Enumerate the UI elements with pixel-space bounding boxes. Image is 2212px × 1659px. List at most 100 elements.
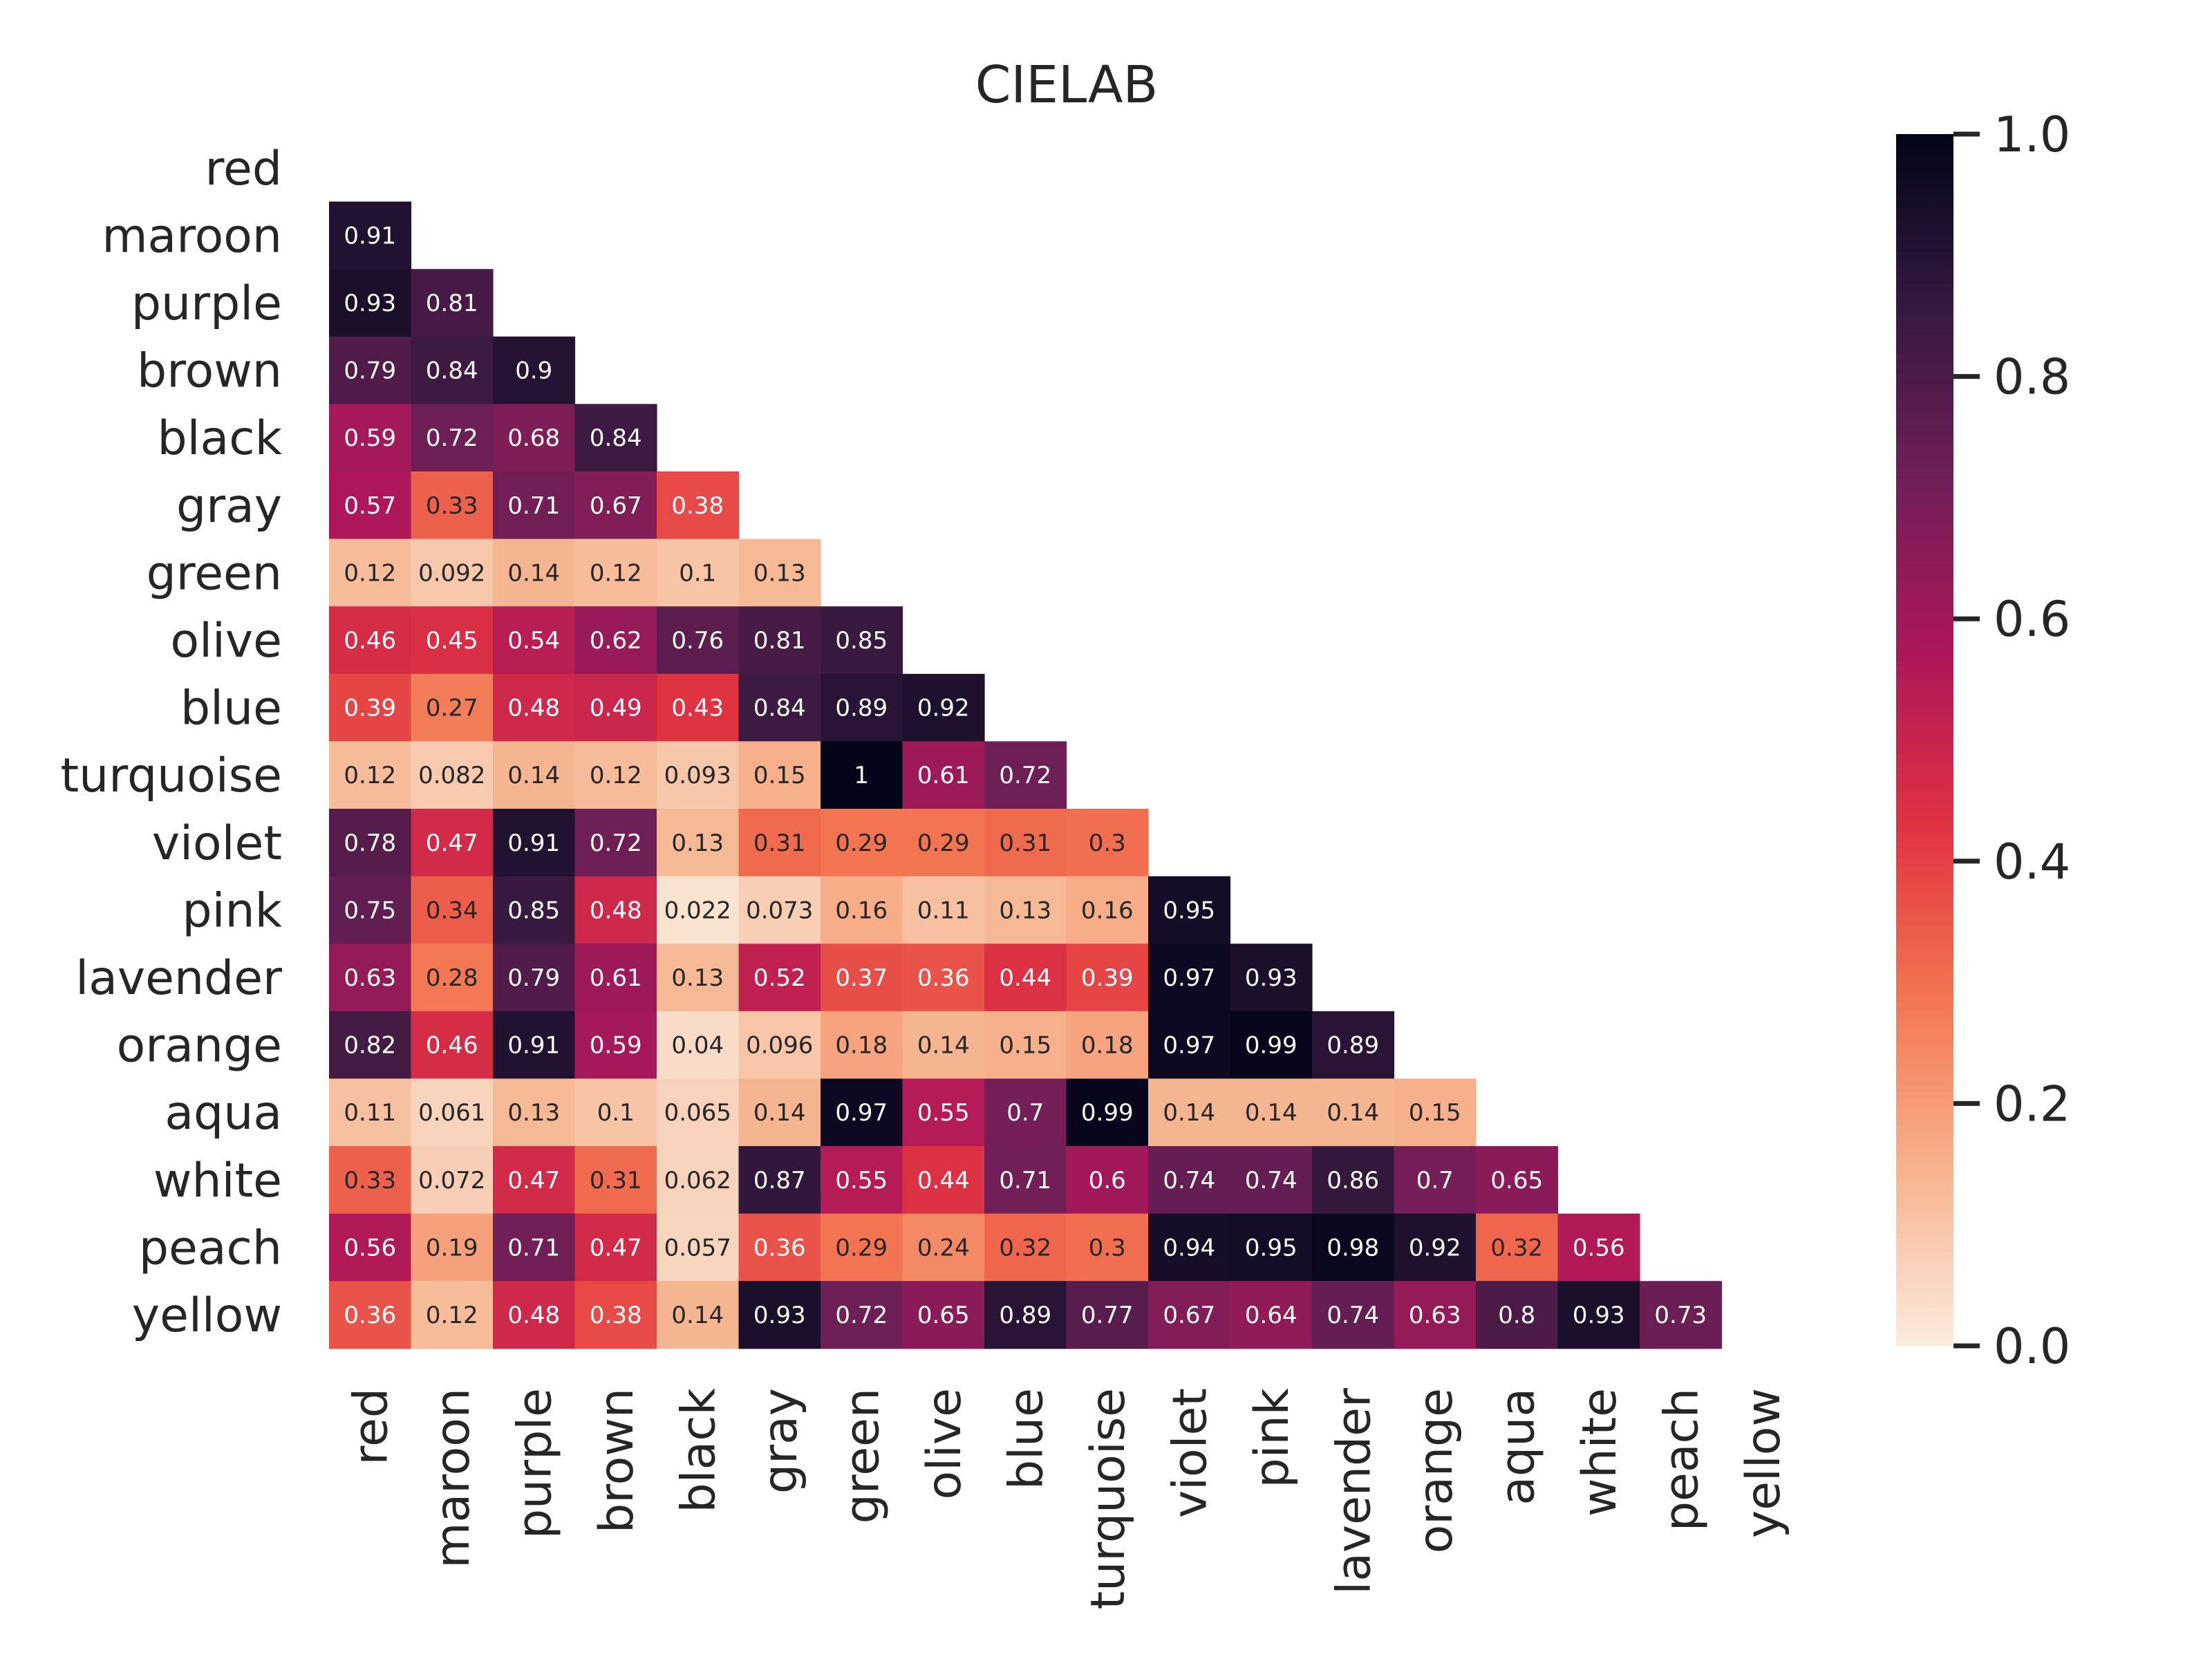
cell-value-peach-violet: 0.94 <box>1163 1234 1215 1262</box>
cell-turquoise-black <box>657 741 740 809</box>
cell-white-purple <box>493 1146 576 1215</box>
cell-green-brown <box>574 538 657 607</box>
cell-blue-black <box>657 673 740 742</box>
cell-black-brown <box>574 404 657 472</box>
y-label-pink: pink <box>182 883 282 938</box>
colorbar-tick-label-1.0: 1.0 <box>1994 106 2070 163</box>
cell-lavender-turquoise <box>1066 944 1149 1012</box>
cell-violet-olive <box>902 809 985 877</box>
cell-value-peach-gray: 0.36 <box>753 1234 806 1262</box>
cell-pink-violet <box>1148 876 1231 944</box>
cell-yellow-aqua <box>1476 1281 1559 1349</box>
cell-lavender-pink <box>1230 944 1313 1012</box>
cell-value-violet-gray: 0.31 <box>753 830 806 857</box>
cell-value-violet-turquoise: 0.3 <box>1089 830 1126 857</box>
cell-value-violet-blue: 0.31 <box>999 830 1051 857</box>
cell-orange-turquoise <box>1066 1011 1149 1079</box>
cell-value-aqua-purple: 0.13 <box>507 1099 560 1127</box>
cell-yellow-pink <box>1230 1281 1313 1349</box>
cell-value-yellow-violet: 0.67 <box>1163 1302 1215 1329</box>
y-label-lavender: lavender <box>75 951 282 1006</box>
cell-value-purple-red: 0.93 <box>344 290 396 317</box>
cell-value-brown-red: 0.79 <box>344 357 396 385</box>
cell-olive-maroon <box>411 606 494 675</box>
cell-brown-red <box>329 336 412 404</box>
cell-value-peach-purple: 0.71 <box>507 1234 560 1262</box>
cell-orange-violet <box>1148 1011 1231 1079</box>
cell-violet-maroon <box>411 809 494 877</box>
cell-turquoise-blue <box>984 741 1067 809</box>
cell-blue-olive <box>902 673 985 742</box>
cell-value-turquoise-brown: 0.12 <box>590 762 642 789</box>
cell-peach-white <box>1557 1213 1640 1282</box>
x-label-red: red <box>344 1388 398 1465</box>
cell-value-white-lavender: 0.86 <box>1327 1167 1379 1194</box>
cell-value-violet-purple: 0.91 <box>507 830 560 857</box>
cell-pink-red <box>329 876 412 944</box>
y-label-black: black <box>158 411 283 466</box>
cell-gray-red <box>329 471 412 540</box>
cell-peach-blue <box>984 1213 1067 1282</box>
cell-aqua-red <box>329 1078 412 1147</box>
cell-value-peach-lavender: 0.98 <box>1327 1234 1379 1262</box>
cell-lavender-red <box>329 944 412 1012</box>
cell-orange-lavender <box>1312 1011 1395 1079</box>
cell-white-green <box>821 1146 903 1215</box>
cell-value-green-red: 0.12 <box>344 559 396 587</box>
cell-value-white-black: 0.062 <box>664 1167 731 1194</box>
cell-value-black-maroon: 0.72 <box>426 424 478 452</box>
cell-orange-blue <box>984 1011 1067 1079</box>
cell-lavender-brown <box>574 944 657 1012</box>
y-label-turquoise: turquoise <box>60 749 282 803</box>
cell-black-red <box>329 404 412 472</box>
cell-value-pink-red: 0.75 <box>344 897 396 924</box>
cell-white-violet <box>1148 1146 1231 1215</box>
cell-value-peach-red: 0.56 <box>344 1234 396 1262</box>
cell-value-lavender-green: 0.37 <box>835 964 888 992</box>
cell-value-pink-green: 0.16 <box>835 897 888 924</box>
cell-blue-red <box>329 673 412 742</box>
cell-aqua-purple <box>493 1078 576 1147</box>
y-label-aqua: aqua <box>165 1086 282 1141</box>
cell-violet-turquoise <box>1066 809 1149 877</box>
cell-peach-olive <box>902 1213 985 1282</box>
cell-value-aqua-orange: 0.15 <box>1409 1099 1461 1127</box>
cell-value-lavender-turquoise: 0.39 <box>1081 964 1134 992</box>
y-label-maroon: maroon <box>102 209 282 263</box>
cell-violet-blue <box>984 809 1067 877</box>
cell-value-peach-black: 0.057 <box>664 1234 731 1262</box>
y-label-peach: peach <box>139 1221 282 1275</box>
cell-aqua-blue <box>984 1078 1067 1147</box>
cell-white-maroon <box>411 1146 494 1215</box>
y-label-gray: gray <box>176 479 282 534</box>
cell-yellow-violet <box>1148 1281 1231 1349</box>
cell-pink-black <box>657 876 740 944</box>
cell-peach-maroon <box>411 1213 494 1282</box>
cell-value-yellow-orange: 0.63 <box>1409 1302 1461 1329</box>
cell-aqua-black <box>657 1078 740 1147</box>
cell-value-green-maroon: 0.092 <box>418 559 485 587</box>
cell-value-orange-purple: 0.91 <box>507 1032 560 1060</box>
colorbar-tick-label-0.2: 0.2 <box>1994 1076 2070 1132</box>
cell-yellow-green <box>821 1281 903 1349</box>
cell-white-brown <box>574 1146 657 1215</box>
y-label-brown: brown <box>137 344 282 399</box>
x-label-peach: peach <box>1654 1388 1709 1531</box>
cell-value-orange-pink: 0.99 <box>1245 1032 1297 1060</box>
cell-value-green-purple: 0.14 <box>507 559 560 587</box>
cell-value-lavender-pink: 0.93 <box>1245 964 1297 992</box>
cell-value-aqua-red: 0.11 <box>344 1099 396 1127</box>
cell-value-blue-gray: 0.84 <box>753 695 806 722</box>
cell-pink-blue <box>984 876 1067 944</box>
cell-peach-brown <box>574 1213 657 1282</box>
x-label-lavender: lavender <box>1327 1388 1381 1595</box>
cell-olive-black <box>657 606 740 675</box>
cell-value-black-brown: 0.84 <box>590 424 642 452</box>
cell-peach-red <box>329 1213 412 1282</box>
cell-value-white-maroon: 0.072 <box>418 1167 485 1194</box>
cell-peach-violet <box>1148 1213 1231 1282</box>
cell-aqua-turquoise <box>1066 1078 1149 1147</box>
cell-pink-maroon <box>411 876 494 944</box>
y-label-orange: orange <box>117 1019 282 1074</box>
cell-aqua-orange <box>1394 1078 1477 1147</box>
